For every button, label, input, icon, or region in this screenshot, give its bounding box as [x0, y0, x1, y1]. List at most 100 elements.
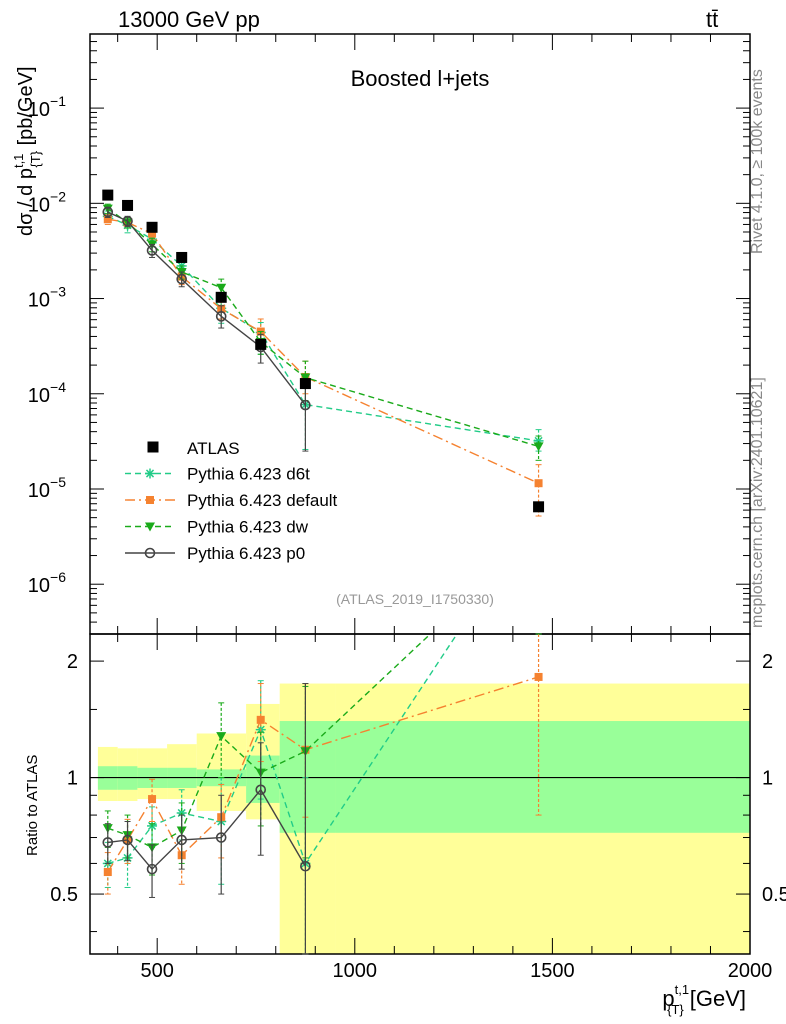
point-p0 — [122, 215, 133, 227]
ylabel-pre: dσ / d p — [15, 168, 37, 236]
point-default — [148, 229, 157, 238]
legend-marker-default — [146, 496, 154, 504]
point-atlas — [299, 378, 311, 390]
y-tick-exp: −1 — [50, 93, 66, 109]
y-tick-label: 10−3 — [28, 284, 66, 312]
y-tick-label: 10−6 — [28, 569, 66, 597]
ratio-frame — [89, 633, 751, 955]
y-tick-label: 10−2 — [28, 188, 66, 216]
y-tick-label: 10−1 — [28, 93, 66, 121]
main-y-axis-label: dσ / d pt,1 {T} [pb/GeV] — [11, 66, 43, 236]
point-p0 — [122, 834, 133, 846]
y-tick-label: 10−5 — [28, 474, 66, 502]
xlabel-sup: t,1 — [675, 982, 689, 997]
legend-marker-p0 — [144, 547, 156, 559]
point-p0 — [146, 245, 158, 256]
series-line-dw — [107, 208, 539, 448]
analysis-id: (ATLAS_2019_I1750330) — [336, 591, 494, 607]
y-tick-base: 10 — [28, 385, 50, 407]
y-tick-base: 10 — [28, 480, 50, 502]
y-tick-base: 10 — [28, 99, 50, 121]
ratio-y-tick-label-right: 1 — [762, 768, 773, 790]
point-p0 — [215, 311, 227, 322]
point-p0 — [176, 834, 187, 846]
point-p0 — [102, 206, 114, 218]
ratio-y-tick-label-right: 2 — [762, 651, 773, 673]
energy-label: 13000 GeV pp — [118, 7, 260, 32]
ratio-bands — [90, 683, 750, 954]
source-label: mcplots.cern.ch [arXiv:2401.10621] — [749, 377, 766, 628]
y-tick-exp: −6 — [50, 569, 66, 585]
band-inner-bin — [246, 755, 280, 803]
legend-label-dw: Pythia 6.423 dw — [187, 518, 309, 537]
xlabel-sub: {T} — [667, 1002, 684, 1017]
series-line-default — [107, 676, 539, 873]
ratio-y-tick-label-right: 0.5 — [762, 884, 786, 906]
legend: ATLAS Pythia 6.423 d6t Pythia 6.423 defaul… — [125, 439, 338, 563]
rivet-label: Rivet 4.1.0, ≥ 100k events — [749, 69, 766, 254]
legend-marker-atlas — [147, 441, 159, 453]
point-p0 — [300, 399, 311, 411]
point-p0 — [300, 860, 311, 872]
point-default — [103, 215, 112, 224]
y-tick-base: 10 — [28, 194, 50, 216]
legend-label-atlas: ATLAS — [187, 439, 240, 458]
y-tick-base: 10 — [28, 575, 50, 597]
series-line-d6t — [107, 634, 458, 866]
point-atlas — [176, 251, 188, 263]
ylabel-sub: {T} — [28, 150, 43, 167]
y-tick-exp: −5 — [50, 474, 66, 490]
point-atlas — [215, 291, 227, 303]
y-tick-base: 10 — [28, 290, 50, 312]
main-panel-series — [102, 189, 545, 517]
legend-label-default: Pythia 6.423 default — [187, 491, 338, 510]
x-tick-label: 2000 — [728, 960, 773, 982]
ratio-y-axis-label: Ratio to ATLAS — [24, 755, 41, 856]
point-atlas — [146, 221, 158, 233]
point-atlas — [255, 338, 267, 350]
point-default — [148, 795, 157, 804]
plot-title: Boosted l+jets — [351, 66, 490, 91]
point-dw — [533, 442, 544, 452]
x-tick-label: 1000 — [333, 960, 378, 982]
point-default — [534, 672, 543, 681]
y-tick-exp: −2 — [50, 188, 66, 204]
point-atlas — [533, 501, 545, 513]
point-dw — [300, 373, 311, 383]
ratio-panel-series — [102, 633, 543, 955]
point-p0 — [215, 832, 227, 843]
point-p0 — [255, 784, 267, 796]
xlabel-main: p — [662, 986, 674, 1011]
ratio-y-tick-label-left: 0.5 — [50, 884, 78, 906]
point-default — [103, 868, 112, 877]
point-default — [256, 715, 265, 724]
point-p0 — [102, 837, 114, 848]
ylabel-sup: t,1 — [11, 154, 26, 168]
x-tick-label: 1500 — [530, 960, 575, 982]
x-tick-label: 500 — [140, 960, 173, 982]
point-p0 — [176, 273, 187, 285]
legend-marker-dw — [145, 522, 155, 532]
y-tick-exp: −3 — [50, 284, 66, 300]
point-dw — [216, 732, 227, 742]
xlabel-unit: [GeV] — [690, 986, 746, 1011]
series-line-d6t — [107, 215, 539, 442]
series-line-default — [107, 218, 539, 484]
point-atlas — [122, 199, 134, 211]
ratio-y-tick-label-left: 2 — [67, 651, 78, 673]
point-dw — [216, 283, 227, 293]
legend-label-d6t: Pythia 6.423 d6t — [187, 465, 310, 484]
y-tick-label: 10−4 — [28, 379, 66, 407]
point-p0 — [146, 863, 158, 875]
band-inner-bin — [335, 721, 750, 833]
ylabel-post: [pb/GeV] — [15, 66, 37, 151]
y-tick-exp: −4 — [50, 379, 66, 395]
series-line-p0 — [107, 211, 306, 406]
axes: 10−610−510−410−310−210−1500 1000 1500 20000… — [28, 33, 786, 982]
point-atlas — [102, 189, 114, 201]
legend-label-p0: Pythia 6.423 p0 — [187, 544, 305, 563]
legend-marker-d6t — [145, 468, 155, 479]
process-label: tt̄ — [706, 7, 718, 32]
x-axis-label: pt,1 {T} [GeV] — [662, 982, 746, 1017]
